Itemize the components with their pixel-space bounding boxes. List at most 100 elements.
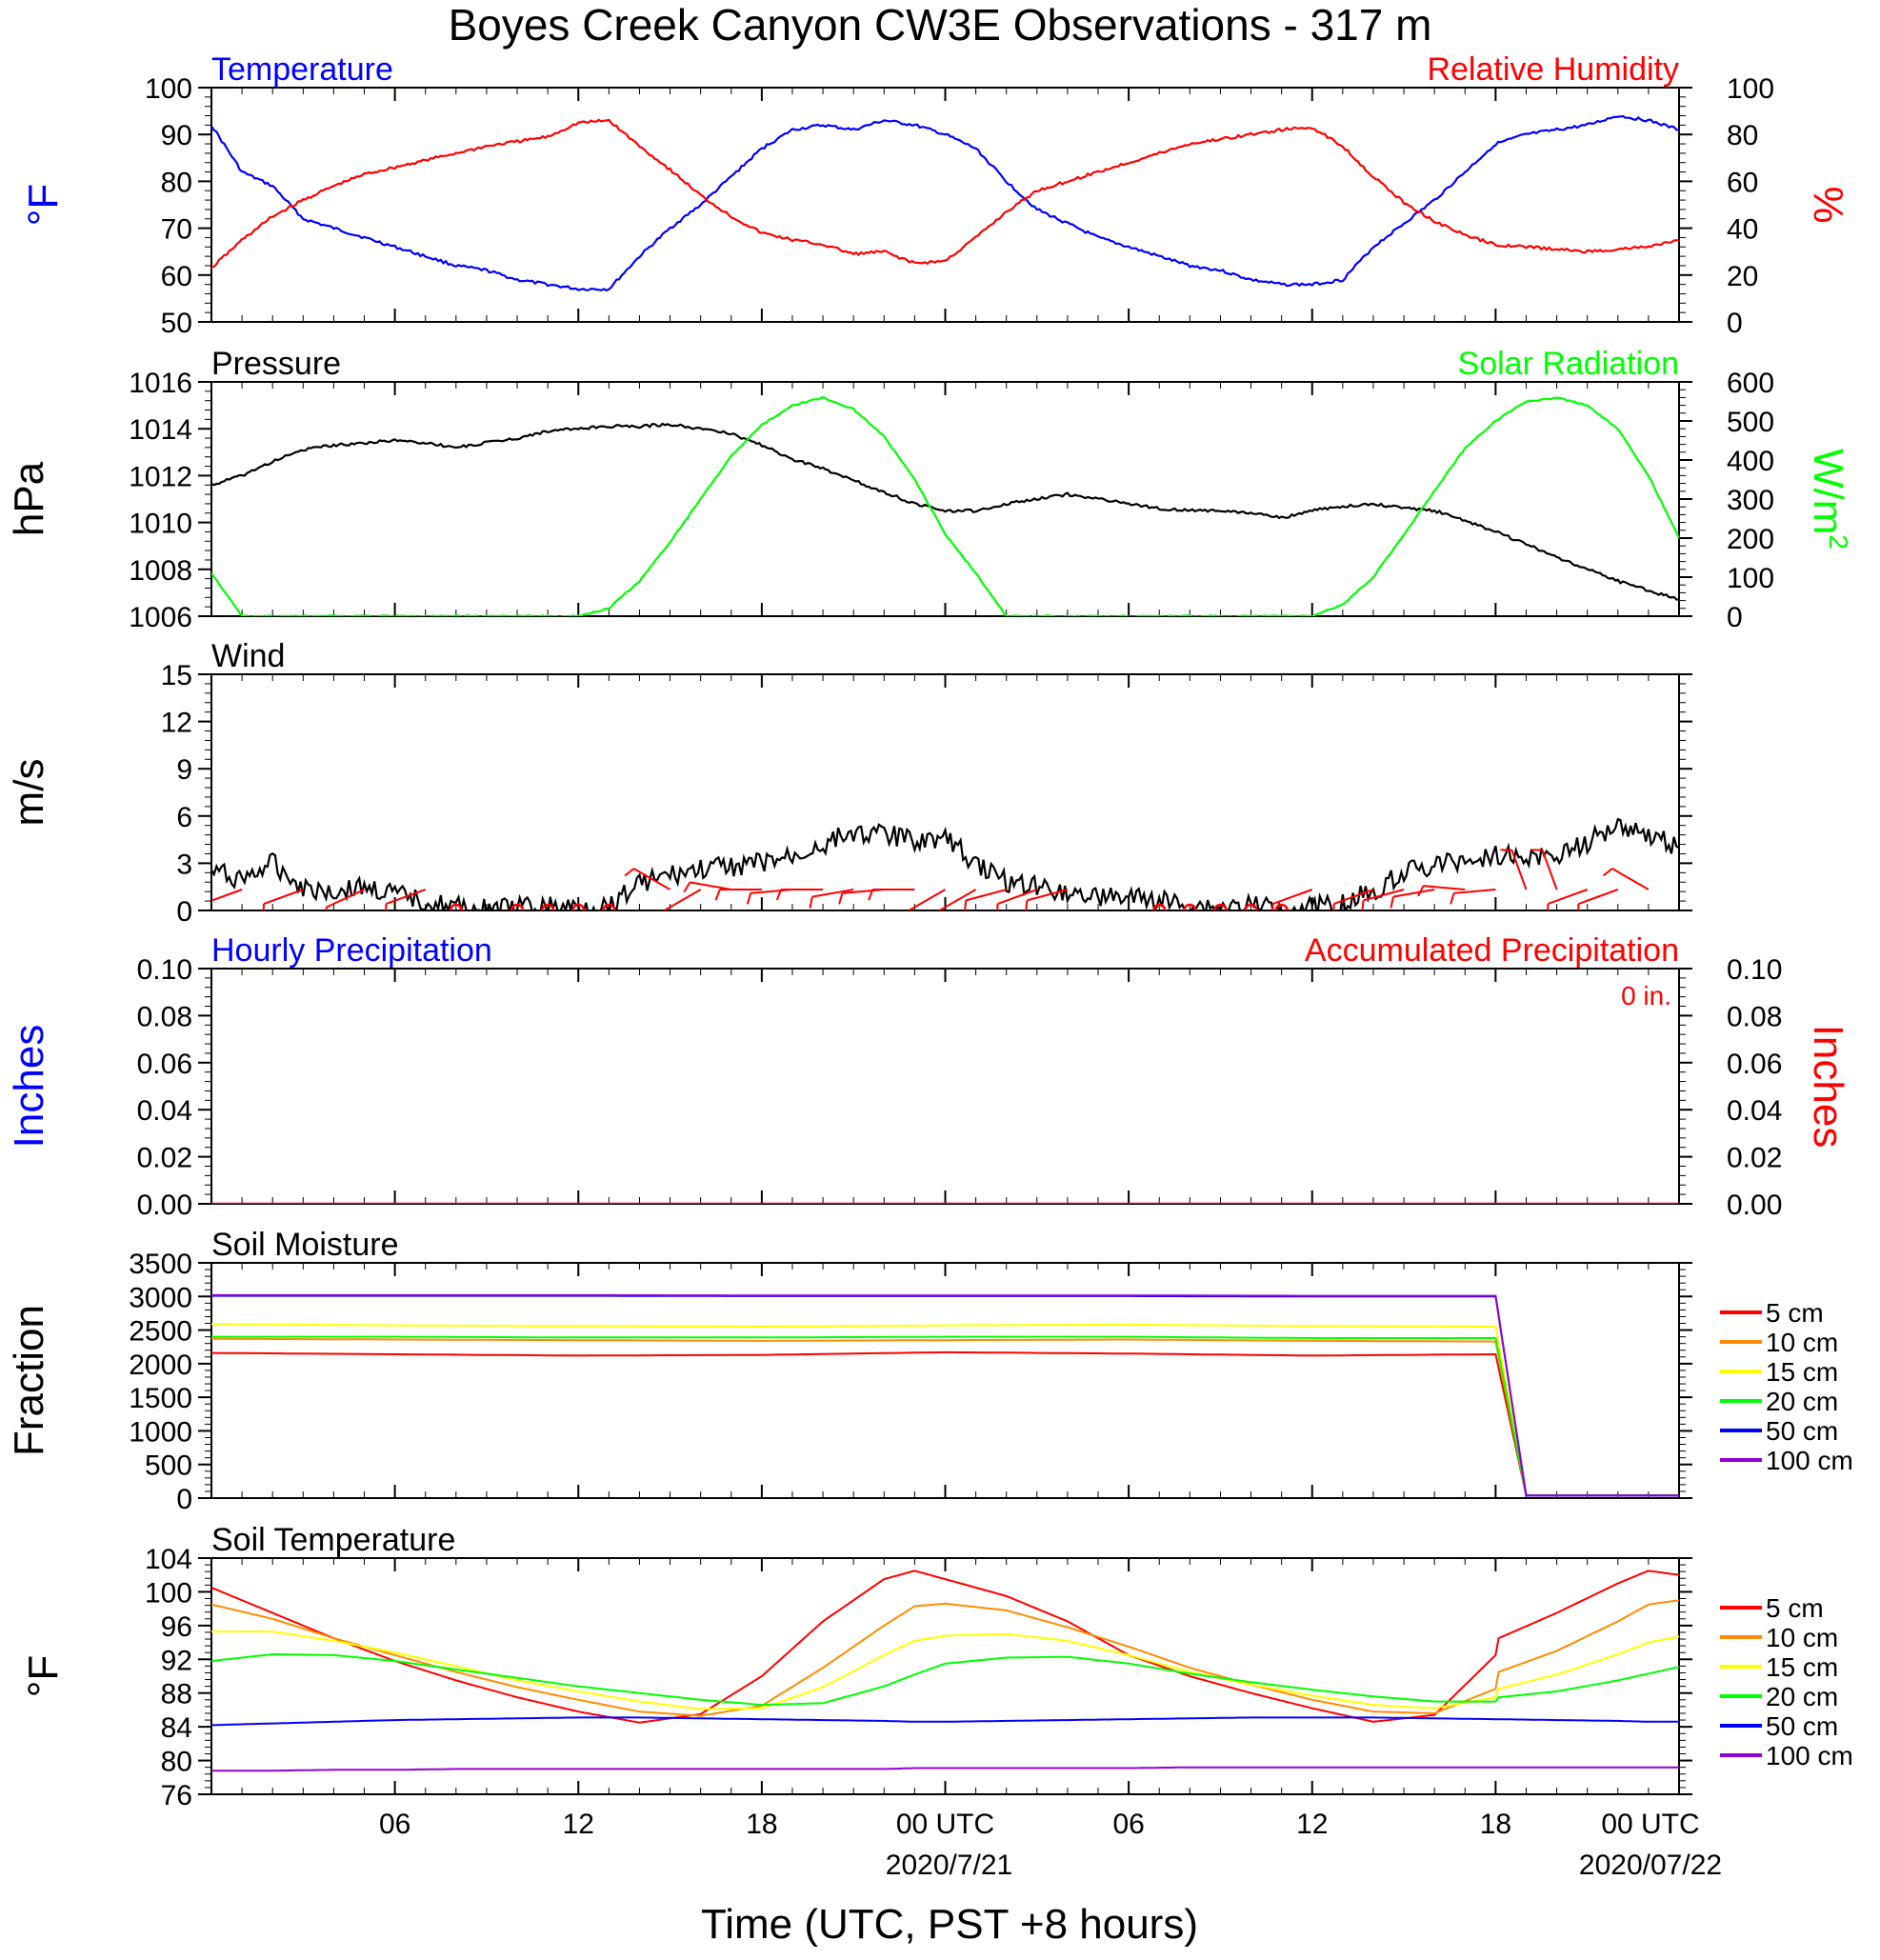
y-tick-label-left: 6 [176, 802, 192, 833]
y-tick-label-left: 3500 [129, 1249, 192, 1280]
wind-barb-flag [838, 892, 844, 905]
x-tick-label: 06 [379, 1809, 410, 1840]
y-tick-label-right: 0.00 [1727, 1190, 1782, 1221]
wind-barb-flag [1450, 892, 1455, 905]
y-tick-label-left: 90 [161, 120, 192, 151]
y-tick-label-right: 0.02 [1727, 1143, 1782, 1174]
panel-title-left: Wind [211, 638, 285, 674]
wind-barb-flag [714, 889, 721, 901]
wind-calm-marker [1151, 903, 1167, 910]
series-line-wind-speed [211, 817, 1679, 910]
y-tick-label-left: 2500 [129, 1316, 192, 1348]
wind-barb [211, 889, 243, 902]
wind-barb [632, 868, 671, 890]
series-group [211, 817, 1679, 922]
wind-barb-flag [939, 910, 941, 922]
panel-frame [210, 1262, 1680, 1499]
y-tick-label-left: 1500 [129, 1383, 192, 1414]
series-group [211, 395, 1679, 616]
wind-calm-marker [1213, 903, 1228, 910]
x-tick-label: 06 [1112, 1809, 1144, 1840]
x-date-label: 2020/7/21 [886, 1850, 1012, 1881]
right-unit-label: W/m2 [1805, 449, 1853, 550]
y-tick-label-right: 400 [1727, 446, 1774, 477]
panel-frame [210, 673, 1680, 911]
legend-label: 100 cm [1766, 1446, 1853, 1475]
legend-label: 5 cm [1766, 1298, 1824, 1328]
panel-frame [210, 87, 1680, 323]
wind-barb-flag [1025, 900, 1029, 910]
wind-barb [1027, 889, 1069, 902]
legend-label: 15 cm [1766, 1652, 1838, 1682]
legend-label: 10 cm [1766, 1328, 1838, 1357]
panel-title-right: Accumulated Precipitation [1305, 932, 1679, 969]
wind-calm-marker [1244, 903, 1258, 910]
y-tick-label-left: 0 [176, 1484, 192, 1515]
wind-barb-flag [1602, 868, 1613, 877]
y-tick-label-left: 2000 [129, 1350, 192, 1381]
series-line-15-cm [211, 1630, 1679, 1710]
series-line-relative-humidity [211, 118, 1679, 269]
left-unit-label: Fraction [6, 1305, 52, 1456]
y-tick-label-left: 0.10 [137, 954, 192, 986]
wind-barb [690, 881, 731, 890]
y-tick-label-left: 60 [161, 261, 192, 292]
y-tick-label-left: 0.04 [137, 1095, 192, 1127]
wind-calm-marker [1183, 903, 1197, 910]
y-tick-label-right: 0.08 [1727, 1001, 1782, 1032]
x-tick-label: 18 [746, 1809, 777, 1840]
right-unit-label: Inches [1805, 1025, 1851, 1149]
x-tick-label: 18 [1480, 1809, 1511, 1840]
series-line-10-cm [211, 1599, 1679, 1717]
y-tick-label-left: 3 [176, 849, 192, 880]
wind-calm-marker [540, 903, 555, 910]
wind-barb-flag [746, 892, 752, 905]
wind-barb [1541, 850, 1558, 890]
wind-calm-marker [510, 903, 525, 910]
chart-title: Boyes Creek Canyon CW3E Observations - 3… [449, 0, 1432, 50]
series-line-15-cm [211, 1323, 1679, 1497]
series-line-100-cm [211, 1293, 1679, 1497]
y-tick-label-left: 0.08 [137, 1001, 192, 1032]
y-tick-label-right: 500 [1727, 407, 1774, 438]
y-tick-label-left: 100 [145, 1577, 192, 1609]
y-tick-label-left: 0.06 [137, 1049, 192, 1080]
y-tick-label-left: 0 [176, 896, 192, 928]
x-tick-label: 00 UTC [1601, 1809, 1699, 1840]
y-tick-label-left: 100 [145, 73, 192, 105]
panel-title-left: Pressure [211, 346, 341, 382]
series-line-100-cm [211, 1766, 1679, 1772]
wind-barb-flag [775, 889, 783, 901]
y-tick-label-left: 9 [176, 754, 192, 786]
y-tick-label-left: 80 [161, 1747, 192, 1778]
x-date-label: 2020/07/22 [1579, 1850, 1722, 1881]
left-unit-label: m/s [6, 759, 52, 827]
panel-frame [210, 1557, 1680, 1795]
y-tick-label-right: 100 [1727, 73, 1774, 105]
y-tick-label-right: 0 [1727, 602, 1743, 633]
series-group [211, 1570, 1679, 1772]
y-tick-label-right: 80 [1727, 120, 1758, 151]
legend-label: 20 cm [1766, 1682, 1838, 1711]
legend-label: 20 cm [1766, 1387, 1838, 1416]
y-tick-label-left: 1016 [129, 368, 192, 399]
left-unit-label: °F [20, 1655, 67, 1697]
wind-barb [1363, 889, 1405, 902]
y-tick-label-left: 84 [161, 1712, 192, 1744]
left-unit-label: hPa [6, 461, 52, 536]
legend-label: 15 cm [1766, 1357, 1838, 1387]
panel-frame [210, 968, 1680, 1205]
y-tick-label-right: 20 [1727, 261, 1758, 292]
series-line-temperature [211, 114, 1679, 292]
series-line-20-cm [211, 1653, 1679, 1707]
y-tick-label-right: 100 [1727, 563, 1774, 594]
wind-barb [386, 889, 427, 905]
panel-3: 0.10 0.08 0.06 0.04 0.02 0.00 0.10 0.08 0.06 0.04… [6, 932, 1851, 1221]
wind-barb [1611, 868, 1650, 890]
y-tick-label-left: 1000 [129, 1416, 192, 1448]
wind-barb [938, 889, 977, 910]
